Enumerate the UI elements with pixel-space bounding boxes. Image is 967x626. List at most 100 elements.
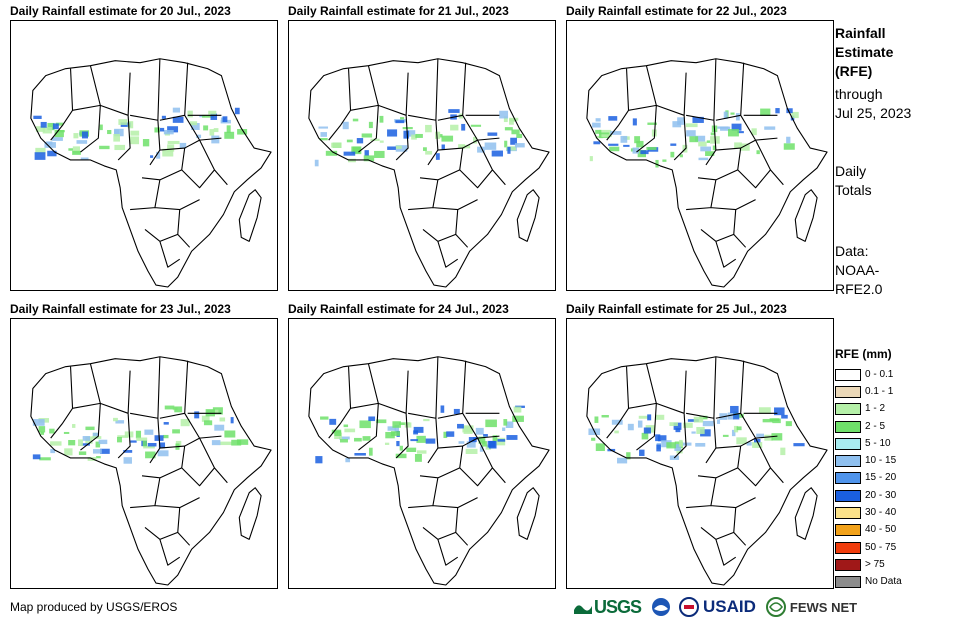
rainfall-cell: [670, 143, 677, 146]
rainfall-cell: [507, 146, 511, 154]
rainfall-cell: [438, 134, 443, 138]
fews-globe-icon: [765, 597, 786, 617]
africa-map: [308, 356, 550, 586]
rainfall-cell: [395, 145, 402, 149]
rainfall-cell: [334, 430, 342, 437]
rainfall-cell: [636, 140, 644, 148]
rainfall-cell: [610, 131, 622, 135]
rainfall-cell: [78, 451, 87, 455]
rainfall-cell: [510, 137, 517, 145]
rainfall-cell: [64, 448, 73, 456]
rainfall-cell: [693, 416, 704, 423]
rainfall-cell: [32, 454, 41, 460]
usgs-logo: USGS: [574, 597, 642, 618]
legend-swatch: [835, 524, 861, 537]
legend-label: 5 - 10: [865, 437, 891, 449]
rainfall-cell: [156, 151, 161, 159]
legend-item: 10 - 15: [835, 452, 960, 469]
rainfall-cell: [72, 146, 80, 154]
rainfall-cell: [731, 429, 736, 437]
rainfall-cell: [339, 436, 350, 440]
rainfall-cell: [487, 132, 498, 136]
rainfall-cell: [143, 445, 155, 449]
rainfall-cell: [601, 414, 609, 418]
rainfall-cell: [394, 425, 400, 433]
rainfall-cell: [167, 126, 179, 133]
data-source-line: Data:: [835, 243, 869, 259]
rainfall-cell: [413, 430, 419, 435]
rainfall-cell: [422, 147, 427, 151]
rainfall-cell: [224, 430, 236, 438]
rainfall-cell: [479, 446, 484, 452]
rainfall-cell: [617, 457, 628, 464]
rainfall-cell: [44, 142, 56, 148]
rainfall-cell: [81, 131, 89, 139]
rainfall-cell: [727, 129, 739, 137]
rainfall-cell: [214, 424, 225, 431]
rainfall-cell: [236, 439, 249, 445]
rainfall-cell: [448, 109, 460, 113]
legend-label: 10 - 15: [865, 455, 897, 467]
rainfall-cell: [361, 133, 373, 138]
rainfall-cell: [774, 407, 785, 416]
legend-swatch: [835, 385, 861, 398]
rainfall-cell: [395, 120, 405, 124]
rainfall-cell: [593, 141, 601, 145]
rainfall-cell: [646, 146, 657, 150]
rainfall-cell: [641, 432, 649, 440]
rainfall-cell: [462, 425, 474, 433]
rainfall-cell: [118, 119, 128, 125]
rainfall-cell: [752, 442, 763, 448]
rainfall-cell: [687, 419, 699, 422]
rainfall-cell: [638, 415, 649, 419]
rainfall-cell: [647, 122, 657, 125]
rainfall-cell: [395, 453, 407, 459]
rainfall-cell: [130, 130, 140, 136]
rainfall-cell: [592, 122, 601, 128]
rainfall-cell: [441, 135, 454, 142]
rainfall-cell: [620, 135, 628, 143]
rfe-title-line: Rainfall: [835, 25, 886, 41]
panel-title: Daily Rainfall estimate for 23 Jul., 202…: [10, 302, 231, 316]
rainfall-cell: [695, 442, 706, 447]
rainfall-cell: [435, 131, 441, 139]
rainfall-cell: [368, 416, 376, 422]
rainfall-cell: [363, 155, 375, 162]
rainfall-cell: [746, 442, 752, 446]
rainfall-cell: [786, 108, 793, 114]
rainfall-cell: [210, 113, 218, 120]
legend-swatch: [835, 368, 861, 381]
rainfall-cell: [640, 150, 649, 155]
rainfall-cell: [699, 415, 708, 420]
rainfall-cell: [514, 143, 525, 148]
panel-title: Daily Rainfall estimate for 24 Jul., 202…: [288, 302, 509, 316]
rainfall-cell: [506, 146, 516, 151]
rainfall-cell: [50, 441, 62, 446]
rainfall-cell: [385, 431, 395, 439]
rainfall-cell: [99, 124, 103, 131]
rainfall-cell: [695, 135, 706, 142]
rainfall-cell: [700, 429, 711, 437]
rainfall-cell: [655, 414, 665, 420]
rainfall-cell: [793, 443, 805, 447]
africa-map: [30, 356, 272, 586]
africa-map: [586, 58, 828, 288]
totals-line: Totals: [835, 182, 872, 198]
rainfall-cell: [368, 447, 373, 456]
rainfall-cell: [595, 129, 602, 134]
rainfall-cell: [406, 447, 417, 453]
rainfall-cell: [656, 444, 661, 452]
rainfall-cell: [209, 129, 215, 136]
rainfall-cell: [655, 159, 659, 168]
rainfall-cell: [783, 143, 795, 150]
rainfall-cell: [142, 440, 147, 447]
legend-swatch: [835, 420, 861, 433]
rainfall-cell: [416, 435, 426, 443]
rainfall-cell: [159, 127, 165, 132]
rainfall-cell: [203, 125, 209, 131]
rainfall-cell: [340, 439, 348, 443]
rainfall-cell: [614, 430, 619, 434]
data-source-line: RFE2.0: [835, 281, 883, 297]
rfe-title-line: (RFE): [835, 63, 873, 79]
rainfall-cell: [213, 128, 219, 133]
